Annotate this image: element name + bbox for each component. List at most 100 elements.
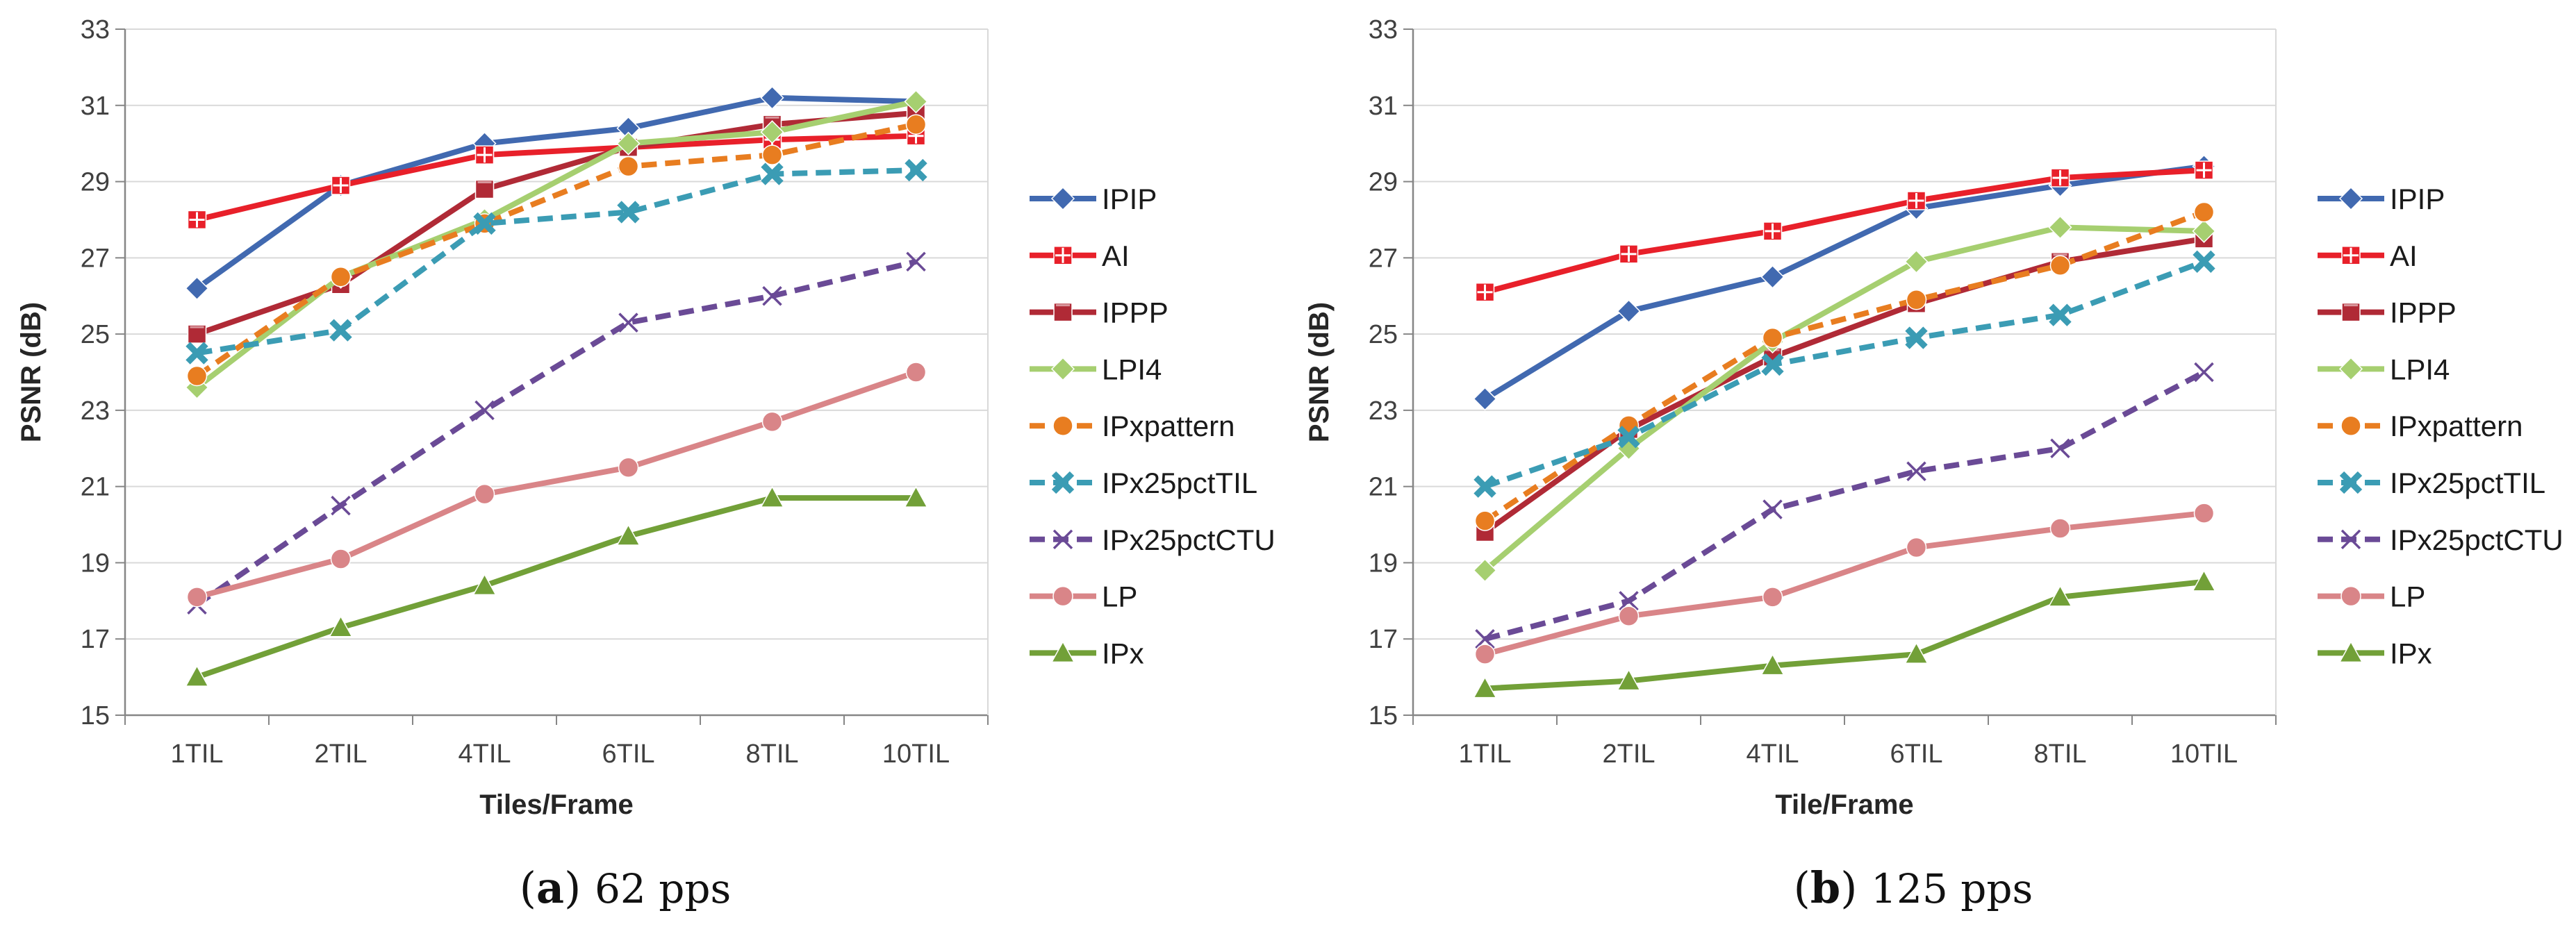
y-tick-label: 19 [1369, 549, 1398, 578]
series-line [195, 94, 916, 291]
legend-label: IPx25pctTIL [1102, 467, 1257, 499]
data-point [1473, 558, 1497, 583]
data-point [1617, 669, 1641, 691]
legend-marker [1051, 471, 1075, 494]
legend-marker [2340, 415, 2361, 436]
series-LPI4 [1473, 215, 2216, 583]
legend-marker [1053, 246, 1073, 265]
y-tick-label: 29 [1369, 168, 1398, 197]
series-line [1484, 167, 2204, 295]
legend-label: IPPP [1102, 296, 1169, 329]
legend-label: IPx25pctCTU [1102, 524, 1275, 556]
data-point [331, 176, 351, 195]
data-point [2049, 303, 2072, 326]
data-point [331, 495, 351, 516]
y-tick-label: 33 [1369, 15, 1398, 44]
panel-label: b [1810, 862, 1840, 913]
y-tick-label: 25 [1369, 320, 1398, 349]
series-line [1484, 369, 2206, 642]
legend-label: AI [2390, 240, 2418, 272]
data-point [2049, 255, 2071, 276]
data-point [185, 665, 209, 687]
legend-label: IPx25pctCTU [2390, 524, 2563, 556]
legend-marker [2338, 186, 2363, 211]
data-point [618, 312, 638, 333]
legend-marker [2338, 640, 2363, 663]
data-point [1904, 642, 1929, 664]
legend-item: LPI4 [1030, 353, 1162, 385]
data-point [1906, 191, 1926, 210]
y-tick-label: 33 [81, 15, 110, 44]
x-tick-label: 6TIL [1890, 739, 1942, 769]
legend-item: IPx25pctTIL [2318, 467, 2545, 499]
legend: IPIP AI IPPP LPI4 IPxpattern IPx25pctTIL IPx25… [2318, 183, 2563, 669]
data-point [1475, 282, 1495, 302]
series-line [1484, 510, 2204, 658]
data-point [1762, 222, 1783, 241]
data-point [2193, 201, 2215, 223]
legend-item: IPPP [2318, 296, 2457, 329]
legend-marker [1052, 529, 1073, 550]
legend-item: LP [1030, 580, 1137, 613]
data-point [618, 457, 639, 478]
legend-item: IPxpattern [2318, 410, 2523, 442]
data-point [1760, 265, 1785, 289]
panel-label: a [536, 862, 564, 913]
data-point [329, 319, 352, 342]
y-tick-label: 17 [1369, 625, 1398, 654]
legend-marker [2340, 585, 2361, 607]
y-tick-label: 27 [1369, 244, 1398, 273]
legend-label: LPI4 [1102, 353, 1162, 385]
y-axis-title: PSNR (dB) [16, 302, 47, 442]
chart-125pps: 15 17 19 21 23 25 27 29 31 33 1TIL 2TIL 4TIL 6TIL 8TIL… [1304, 15, 2563, 913]
data-point [2048, 585, 2072, 607]
legend-marker [1050, 640, 1075, 663]
x-tick-label: 2TIL [1602, 739, 1655, 769]
x-tick-label: 10TIL [882, 739, 950, 769]
data-point [1905, 326, 1928, 349]
series-LP [1474, 503, 2215, 665]
legend-item: IPIP [2318, 183, 2445, 215]
series-line [195, 258, 917, 608]
data-point [1473, 475, 1496, 498]
x-tick-label: 1TIL [170, 739, 223, 769]
legend-item: AI [1030, 240, 1130, 272]
data-point [616, 524, 641, 546]
y-tick-label: 21 [81, 473, 110, 502]
chart-62pps: 15 17 19 21 23 25 27 29 31 33 1TIL 2TIL 4TIL 6TIL 8TIL… [16, 15, 1275, 913]
data-point [1906, 537, 1927, 558]
data-point [616, 131, 641, 156]
data-point [1474, 644, 1496, 665]
data-point [760, 120, 784, 144]
data-point [474, 179, 495, 199]
data-point [1760, 653, 1785, 676]
x-axis-title: Tile/Frame [1775, 789, 1913, 820]
legend-item: LP [2318, 580, 2425, 613]
series-IPx [1473, 569, 2216, 699]
legend-marker [2341, 246, 2361, 265]
legend-label: LP [2390, 580, 2425, 613]
legend-marker [2340, 529, 2361, 550]
legend-marker [1050, 186, 1075, 211]
series-LP [186, 362, 927, 608]
series-line [196, 167, 916, 356]
data-point [760, 85, 784, 110]
series-line [196, 495, 916, 680]
series-IPxpattern [186, 114, 927, 387]
data-point [472, 573, 497, 596]
panel-caption: (b) 125 pps [1794, 862, 2033, 913]
data-point [2050, 168, 2070, 187]
y-tick-label: 23 [81, 396, 110, 426]
panel-caption-text: 62 pps [595, 865, 731, 912]
series-line [1483, 235, 2205, 535]
data-point [617, 201, 640, 224]
data-point [187, 210, 207, 230]
legend-label: IPx [1102, 637, 1144, 669]
data-point [474, 145, 495, 165]
legend-label: IPxpattern [2390, 410, 2523, 442]
legend-item: IPxpattern [1030, 410, 1235, 442]
data-point [1619, 244, 1639, 264]
y-tick-label: 25 [81, 320, 110, 349]
y-tick-label: 19 [81, 549, 110, 578]
legend-item: AI [2318, 240, 2418, 272]
